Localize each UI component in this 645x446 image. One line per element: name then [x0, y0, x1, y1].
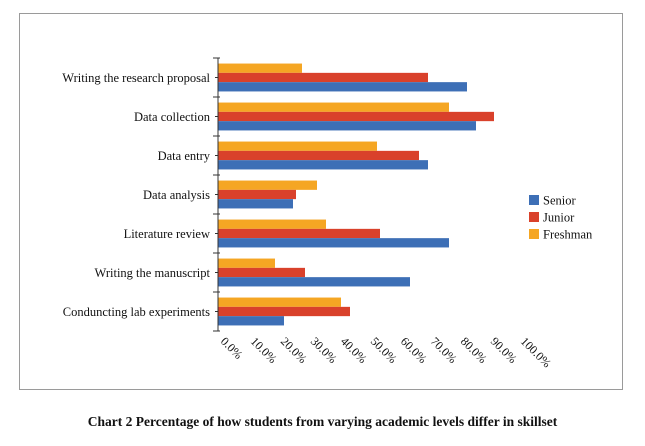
legend-label-junior: Junior: [543, 211, 575, 225]
bar-freshman-4: [218, 219, 326, 229]
bar-junior-0: [218, 72, 428, 83]
bar-freshman-1: [218, 102, 449, 112]
category-label-0: Writing the research proposal: [62, 71, 210, 85]
bar-junior-6: [218, 306, 350, 317]
category-labels-group: Writing the research proposal Data collec…: [62, 71, 210, 319]
bar-freshman-5: [218, 258, 275, 268]
bar-freshman-0: [218, 63, 302, 73]
bar-senior-1: [218, 121, 476, 131]
legend-swatch-junior: [529, 212, 539, 222]
legend-swatch-senior: [529, 195, 539, 205]
category-label-3: Data analysis: [143, 188, 210, 202]
x-tick-label-8: 80.0%: [458, 334, 490, 366]
axes-group: [213, 57, 220, 332]
x-tick-label-0: 0.0%: [218, 334, 246, 362]
bar-senior-4: [218, 238, 449, 248]
category-label-5: Writing the manuscript: [95, 266, 211, 280]
legend: Senior Junior Freshman: [529, 194, 593, 242]
x-tick-label-9: 90.0%: [488, 334, 520, 366]
bar-junior-5: [218, 267, 305, 278]
x-tick-label-2: 20.0%: [278, 334, 310, 366]
bar-freshman-3: [218, 180, 317, 190]
chart-frame: Writing the research proposal Data collec…: [19, 13, 623, 390]
legend-swatch-freshman: [529, 229, 539, 239]
x-tick-label-4: 40.0%: [338, 334, 370, 366]
x-tick-label-5: 50.0%: [368, 334, 400, 366]
bar-junior-1: [218, 111, 494, 122]
bar-senior-0: [218, 82, 467, 92]
tick-labels-group: 0.0% 10.0%20.0%30.0%40.0%50.0%60.0%70.0%8…: [218, 334, 554, 370]
category-label-4: Literature review: [124, 227, 210, 241]
category-label-6: Conduncting lab experiments: [63, 305, 210, 319]
bar-senior-5: [218, 277, 410, 287]
bars-group: [218, 63, 494, 326]
x-tick-label-3: 30.0%: [308, 334, 340, 366]
bar-junior-4: [218, 228, 380, 239]
legend-label-freshman: Freshman: [543, 228, 593, 242]
chart-caption: Chart 2 Percentage of how students from …: [87, 414, 558, 429]
category-label-2: Data entry: [158, 149, 211, 163]
bar-freshman-2: [218, 141, 377, 151]
bar-senior-6: [218, 316, 284, 326]
bar-junior-3: [218, 189, 296, 200]
bar-senior-2: [218, 160, 428, 170]
bar-freshman-6: [218, 297, 341, 307]
category-label-1: Data collection: [134, 110, 211, 124]
x-tick-label-10: 100.0%: [518, 334, 554, 370]
legend-label-senior: Senior: [543, 194, 576, 208]
x-tick-label-6: 60.0%: [398, 334, 430, 366]
x-tick-label-7: 70.0%: [428, 334, 460, 366]
bar-junior-2: [218, 150, 419, 161]
bar-senior-3: [218, 199, 293, 209]
x-tick-label-1: 10.0%: [248, 334, 280, 366]
bar-chart: Writing the research proposal Data collec…: [62, 57, 593, 370]
